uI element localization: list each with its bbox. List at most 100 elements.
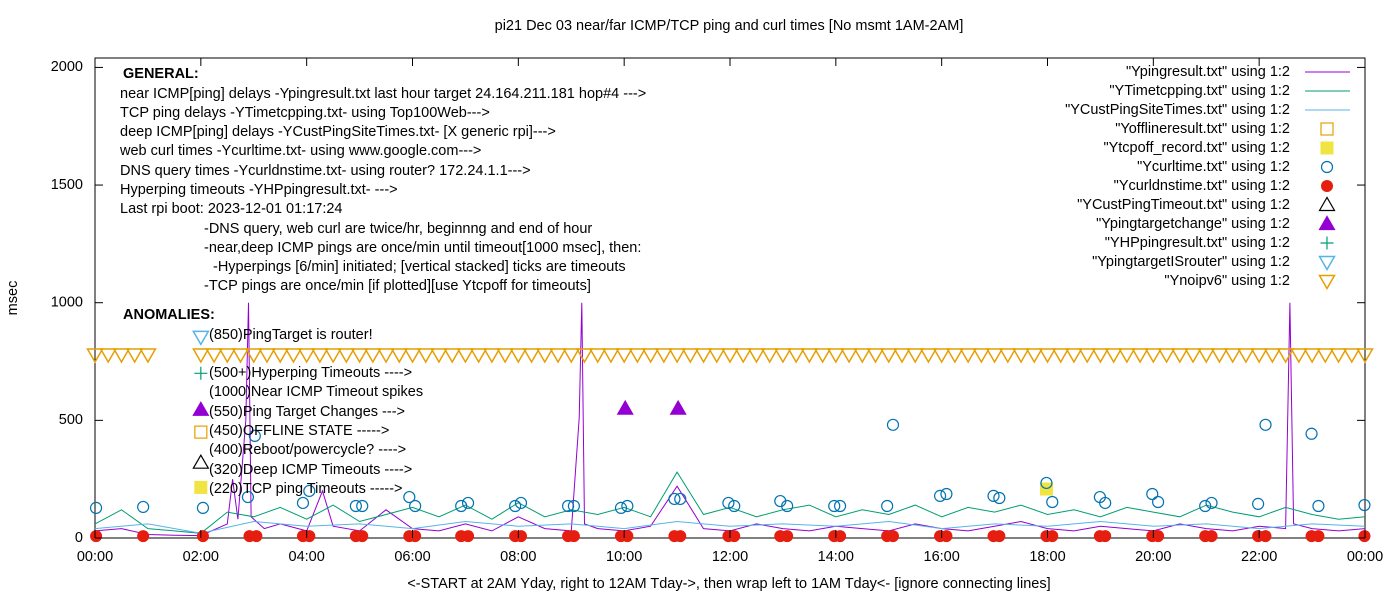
marker-triangle-down: [496, 348, 514, 364]
marker-triangle-down: [774, 348, 792, 364]
legend-label: "YCustPingTimeout.txt" using 1:2: [1077, 197, 1290, 213]
x-tick-label: 04:00: [289, 549, 325, 565]
marker-circle: [1259, 530, 1272, 543]
marker-circle: [509, 499, 522, 513]
marker-triangle-down: [707, 348, 726, 364]
x-tick-label: 00:00: [1347, 549, 1383, 565]
marker-triangle-down: [364, 348, 382, 364]
marker-triangle-down: [125, 348, 144, 364]
marker-triangle-down: [1342, 348, 1361, 364]
marker-square: [194, 425, 208, 439]
marker-circle: [296, 496, 310, 510]
marker-triangle-down: [1131, 348, 1149, 364]
marker-circle: [349, 499, 362, 513]
marker-triangle-down: [853, 348, 872, 364]
legend-swatch: [1318, 215, 1336, 231]
annotation: -Hyperpings [6/min] initiated; [vertical…: [213, 259, 626, 275]
y-tick-label: 0: [75, 530, 83, 546]
marker-circle: [933, 489, 947, 502]
marker-circle: [1199, 499, 1212, 513]
legend-label: "YHPpingresult.txt" using 1:2: [1105, 235, 1290, 251]
marker-circle: [1152, 530, 1165, 543]
marker-triangle-down: [1237, 348, 1255, 364]
marker-circle: [728, 530, 741, 543]
legend-label: "Ynoipv6" using 1:2: [1164, 273, 1290, 289]
marker-circle: [621, 530, 634, 543]
marker-triangle-down: [972, 348, 991, 364]
marker-circle: [196, 530, 209, 543]
marker-triangle-down: [985, 348, 1004, 364]
annotation: DNS query times -Ycurldnstime.txt- using…: [120, 163, 531, 179]
marker-triangle: [192, 454, 210, 469]
x-tick-label: 14:00: [818, 549, 854, 565]
annotation: (500+)Hyperping Timeouts ---->: [209, 365, 412, 381]
marker-triangle-down: [655, 348, 673, 364]
marker-triangle-down: [694, 348, 713, 364]
marker-triangle-down: [893, 348, 911, 364]
marker-triangle-down: [1329, 348, 1348, 364]
marker-circle: [137, 530, 150, 543]
x-tick-label: 12:00: [712, 549, 748, 565]
marker-circle: [614, 501, 628, 514]
marker-triangle-down: [562, 348, 581, 364]
marker-triangle-down: [324, 348, 342, 364]
marker-circle: [137, 500, 150, 514]
marker-triangle-down: [1276, 348, 1295, 364]
marker-triangle-down: [1025, 348, 1044, 364]
marker-triangle-down: [522, 348, 541, 364]
marker-triangle-down: [139, 348, 157, 364]
annotation: (450)OFFLINE STATE ----->: [209, 423, 389, 439]
legend-swatch: [1320, 236, 1334, 250]
marker-triangle-down: [350, 348, 369, 364]
marker-square: [194, 480, 208, 494]
marker-circle: [561, 499, 575, 513]
y-tick-label: 1500: [51, 177, 83, 193]
marker-circle: [241, 490, 255, 504]
x-tick-label: 02:00: [183, 549, 219, 565]
y-axis-label: msec: [5, 281, 21, 316]
marker-triangle-down: [258, 348, 276, 364]
marker-circle: [403, 490, 416, 504]
legend-swatch: [1321, 180, 1333, 192]
marker-circle: [833, 499, 847, 513]
marker-circle: [1046, 495, 1059, 509]
marker-triangle-down: [192, 330, 210, 346]
marker-triangle-down: [112, 348, 131, 364]
x-tick-label: 10:00: [606, 549, 642, 565]
marker-triangle: [669, 399, 687, 415]
annotation: Hyperping timeouts -YHPpingresult.txt- -…: [120, 182, 398, 198]
marker-circle: [1099, 530, 1112, 543]
legend-label: "Yofflineresult.txt" using 1:2: [1115, 121, 1290, 137]
marker-triangle-down: [390, 348, 409, 364]
marker-circle: [1305, 427, 1318, 440]
marker-circle: [674, 530, 687, 543]
annotation: (550)Ping Target Changes --->: [209, 404, 405, 420]
marker-triangle-down: [1184, 348, 1202, 364]
plot-area: [86, 302, 1374, 543]
marker-circle: [248, 429, 261, 442]
marker-circle: [1358, 498, 1371, 512]
marker-circle: [940, 487, 953, 501]
marker-circle: [828, 499, 841, 513]
annotation: -near,deep ICMP pings are once/min until…: [204, 240, 641, 256]
marker-circle: [1259, 418, 1272, 431]
marker-triangle-down: [1290, 348, 1308, 364]
marker-triangle-down: [311, 348, 329, 364]
marker-triangle-down: [284, 348, 303, 364]
legend-swatch: [1320, 160, 1334, 174]
marker-circle: [881, 499, 894, 513]
marker-triangle-down: [337, 348, 356, 364]
marker-circle: [567, 530, 580, 543]
marker-triangle-down: [535, 348, 554, 364]
marker-triangle-down: [787, 348, 805, 364]
marker-circle: [674, 492, 687, 506]
annotation: (1000)Near ICMP Timeout spikes: [209, 384, 423, 400]
marker-triangle-down: [734, 348, 753, 364]
marker-triangle-down: [377, 348, 395, 364]
marker-triangle-down: [681, 348, 700, 364]
marker-triangle-down: [1012, 348, 1030, 364]
marker-triangle-down: [1210, 348, 1229, 364]
annotation: (220)TCP ping Timeouts ----->: [209, 481, 403, 497]
x-axis-label: <-START at 2AM Yday, right to 12AM Tday-…: [407, 576, 1050, 592]
marker-triangle-down: [919, 348, 938, 364]
